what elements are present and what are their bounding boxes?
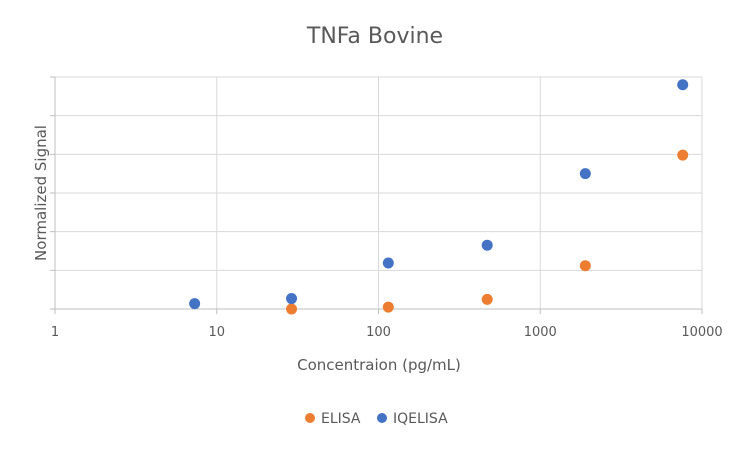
x-tick-labels: 1 10 100 1000 10000	[51, 325, 723, 340]
grid	[54, 76, 703, 309]
x-tick-label: 10000	[681, 325, 722, 340]
data-point-iqelisa	[189, 298, 201, 310]
data-point-elisa	[579, 260, 591, 272]
data-point-elisa	[481, 293, 493, 305]
legend-label-elisa: ELISA	[321, 411, 361, 427]
data-point-elisa	[382, 301, 394, 313]
x-tick-label: 10	[208, 325, 225, 340]
data-point-iqelisa	[286, 293, 298, 305]
y-axis-label: Normalized Signal	[32, 125, 50, 261]
legend-marker-elisa	[305, 413, 315, 423]
x-axis-label: Concentraion (pg/mL)	[297, 356, 461, 374]
chart-title: TNFa Bovine	[306, 24, 443, 49]
data-points	[189, 79, 689, 315]
x-tick-label: 100	[366, 325, 391, 340]
x-tick-label: 1	[51, 325, 59, 340]
legend-marker-iqelisa	[377, 413, 387, 423]
data-point-iqelisa	[382, 257, 394, 269]
legend-label-iqelisa: IQELISA	[393, 411, 448, 427]
data-point-iqelisa	[677, 79, 689, 91]
data-point-elisa	[286, 303, 298, 315]
legend: ELISA IQELISA	[305, 411, 448, 427]
axes	[50, 76, 703, 314]
x-tick-label: 1000	[524, 325, 557, 340]
data-point-iqelisa	[481, 239, 493, 251]
data-point-iqelisa	[579, 168, 591, 180]
data-point-elisa	[677, 149, 689, 161]
